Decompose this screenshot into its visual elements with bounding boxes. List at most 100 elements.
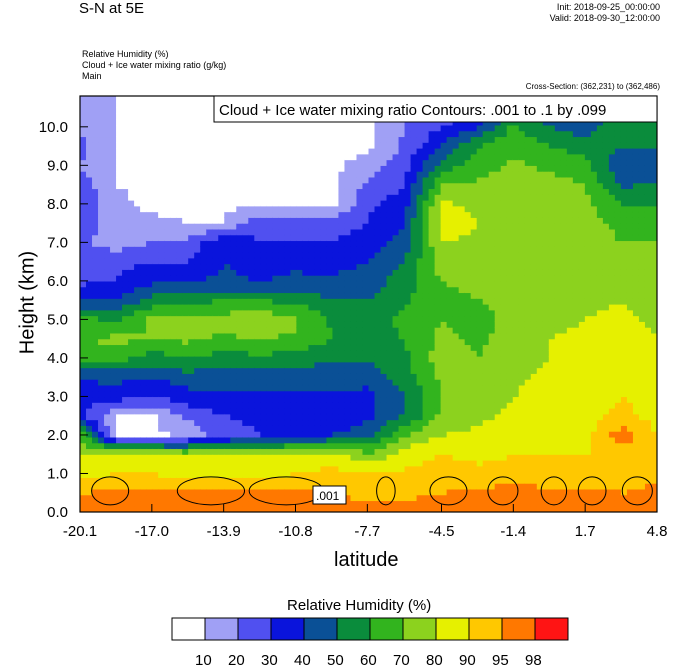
rh-cell: [296, 223, 303, 230]
rh-cell: [212, 205, 219, 213]
rh-cell: [260, 240, 267, 247]
rh-cell: [158, 460, 165, 467]
rh-cell: [308, 182, 316, 190]
rh-cell: [260, 211, 267, 218]
rh-cell: [350, 136, 358, 143]
rh-cell: [452, 408, 460, 415]
rh-cell: [170, 188, 177, 195]
rh-cell: [386, 494, 394, 502]
rh-cell: [386, 471, 394, 478]
rh-cell: [260, 304, 267, 311]
rh-cell: [128, 176, 135, 184]
rh-cell: [284, 332, 291, 340]
rh-cell: [254, 494, 261, 502]
rh-cell: [428, 280, 436, 288]
rh-cell: [104, 113, 111, 120]
rh-cell: [368, 396, 376, 403]
rh-cell: [350, 240, 358, 247]
rh-cell: [350, 396, 358, 403]
rh-cell: [260, 327, 267, 334]
rh-cell: [158, 142, 165, 149]
rh-cell: [422, 275, 430, 282]
rh-cell: [248, 228, 255, 236]
rh-cell: [326, 217, 334, 224]
rh-cell: [284, 304, 291, 311]
rh-cell: [476, 286, 484, 294]
rh-cell: [146, 419, 153, 426]
rh-cell: [146, 136, 153, 143]
rh-cell: [164, 327, 171, 334]
rh-cell: [302, 130, 309, 138]
rh-cell: [242, 223, 249, 230]
rh-cell: [362, 194, 370, 201]
rh-cell: [434, 309, 442, 317]
rh-cell: [218, 182, 225, 190]
rh-cell: [446, 379, 454, 386]
rh-cell: [290, 408, 297, 415]
rh-cell: [254, 471, 261, 478]
rh-cell: [158, 396, 165, 403]
rh-cell: [206, 113, 213, 120]
rh-cell: [236, 390, 243, 398]
rh-cell: [152, 228, 159, 236]
rh-cell: [260, 148, 267, 155]
rh-cell: [446, 228, 454, 236]
rh-cell: [206, 321, 213, 328]
rh-cell: [158, 419, 165, 426]
rh-cell: [200, 217, 207, 224]
rh-cell: [170, 431, 177, 438]
rh-cell: [164, 124, 171, 132]
rh-cell: [488, 356, 496, 363]
rh-cell: [86, 506, 93, 512]
rh-cell: [470, 361, 478, 369]
rh-cell: [92, 315, 99, 322]
rh-cell: [482, 188, 490, 195]
rh-cell: [92, 96, 99, 103]
rh-cell: [380, 252, 388, 259]
rh-cell: [350, 379, 358, 386]
rh-cell: [86, 338, 93, 346]
rh-cell: [230, 315, 237, 322]
rh-cell: [254, 408, 261, 415]
rh-cell: [146, 390, 153, 398]
rh-cell: [458, 194, 466, 201]
rh-cell: [458, 460, 466, 467]
rh-cell: [482, 269, 490, 276]
rh-cell: [98, 200, 105, 207]
rh-cell: [230, 240, 237, 247]
rh-cell: [158, 350, 165, 357]
rh-cell: [176, 205, 183, 213]
rh-cell: [398, 223, 406, 230]
rh-cell: [176, 500, 183, 507]
rh-cell: [98, 367, 105, 374]
rh-cell: [452, 240, 460, 247]
rh-cell: [164, 257, 171, 265]
rh-cell: [182, 304, 189, 311]
rh-cell: [374, 350, 382, 357]
rh-cell: [230, 246, 237, 253]
rh-cell: [314, 257, 322, 265]
rh-cell: [146, 130, 153, 138]
rh-cell: [470, 315, 478, 322]
rh-cell: [380, 367, 388, 374]
rh-cell: [260, 130, 267, 138]
rh-cell: [464, 471, 472, 478]
rh-cell: [302, 286, 309, 294]
rh-cell: [212, 228, 219, 236]
rh-cell: [104, 419, 111, 426]
rh-cell: [104, 234, 111, 242]
rh-cell: [134, 483, 141, 490]
rh-cell: [254, 350, 261, 357]
rh-cell: [152, 436, 159, 444]
rh-cell: [224, 182, 231, 190]
rh-cell: [350, 280, 358, 288]
rh-cell: [170, 413, 177, 421]
rh-cell: [116, 223, 123, 230]
rh-cell: [200, 280, 207, 288]
rh-cell: [170, 471, 177, 478]
rh-cell: [242, 165, 249, 172]
rh-cell: [278, 280, 285, 288]
rh-cell: [224, 309, 231, 317]
rh-cell: [488, 165, 496, 172]
rh-cell: [152, 442, 159, 450]
